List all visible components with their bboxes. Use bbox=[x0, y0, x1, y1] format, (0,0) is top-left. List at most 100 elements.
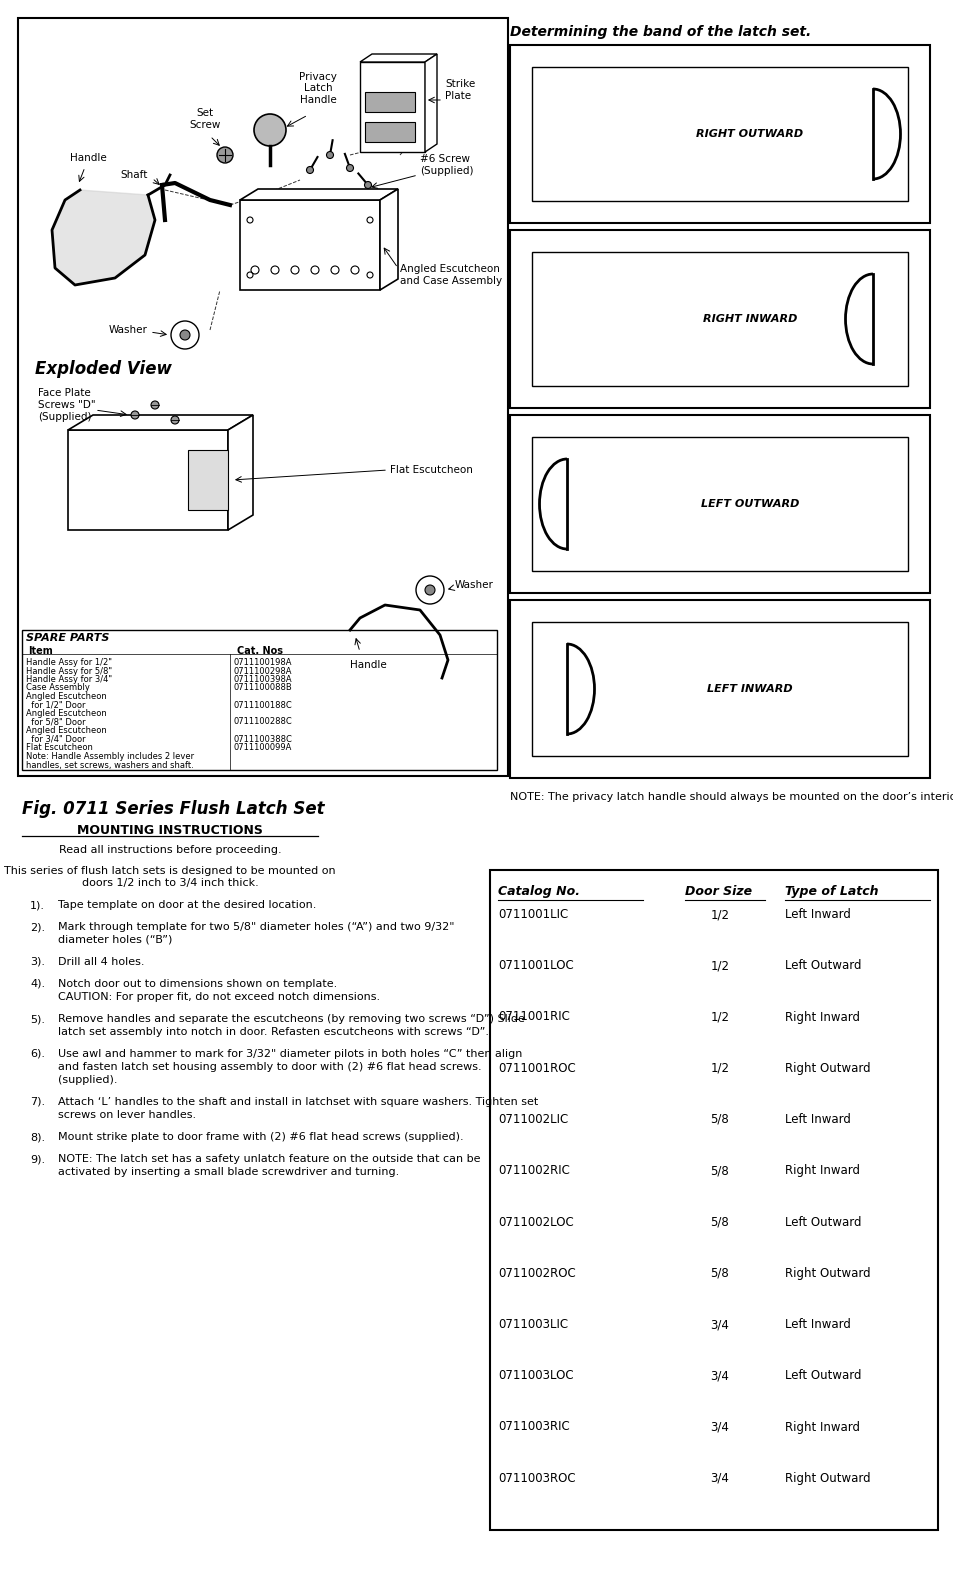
Text: Case Assembly: Case Assembly bbox=[26, 684, 90, 693]
Bar bbox=[510, 230, 929, 409]
Text: RIGHT OUTWARD: RIGHT OUTWARD bbox=[696, 129, 802, 138]
Text: Right Inward: Right Inward bbox=[784, 1011, 859, 1023]
Circle shape bbox=[326, 151, 334, 159]
Circle shape bbox=[364, 181, 371, 189]
Bar bbox=[532, 252, 907, 387]
Text: NOTE: The latch set has a safety unlatch feature on the outside that can be: NOTE: The latch set has a safety unlatch… bbox=[58, 1154, 480, 1163]
Circle shape bbox=[131, 410, 139, 420]
Polygon shape bbox=[424, 53, 436, 152]
Text: CAUTION: For proper fit, do not exceed notch dimensions.: CAUTION: For proper fit, do not exceed n… bbox=[58, 992, 379, 1001]
Text: 8).: 8). bbox=[30, 1132, 45, 1141]
Text: 4).: 4). bbox=[30, 979, 45, 989]
Text: 0711003LIC: 0711003LIC bbox=[497, 1317, 568, 1331]
Text: Left Outward: Left Outward bbox=[784, 1369, 861, 1382]
Polygon shape bbox=[359, 61, 424, 152]
Text: Remove handles and separate the escutcheons (by removing two screws “D”) Slide: Remove handles and separate the escutche… bbox=[58, 1014, 524, 1023]
Text: Exploded View: Exploded View bbox=[35, 360, 172, 377]
Polygon shape bbox=[240, 200, 379, 289]
Text: Attach ‘L’ handles to the shaft and install in latchset with square washers. Tig: Attach ‘L’ handles to the shaft and inst… bbox=[58, 1097, 537, 1107]
Text: 0711002RIC: 0711002RIC bbox=[497, 1165, 569, 1177]
Text: 5/8: 5/8 bbox=[710, 1215, 729, 1228]
Text: Use awl and hammer to mark for 3/32" diameter pilots in both holes “C” then alig: Use awl and hammer to mark for 3/32" dia… bbox=[58, 1049, 522, 1060]
Polygon shape bbox=[188, 450, 228, 509]
Text: 5/8: 5/8 bbox=[710, 1113, 729, 1126]
Circle shape bbox=[171, 417, 179, 424]
Text: Angled Escutcheon: Angled Escutcheon bbox=[26, 726, 107, 736]
Text: 0711100388C: 0711100388C bbox=[233, 734, 293, 744]
Text: 0711003ROC: 0711003ROC bbox=[497, 1471, 575, 1484]
Text: Handle Assy for 3/4": Handle Assy for 3/4" bbox=[26, 674, 112, 684]
Text: 9).: 9). bbox=[30, 1154, 45, 1163]
Text: Right Outward: Right Outward bbox=[784, 1061, 870, 1075]
Bar bbox=[510, 601, 929, 778]
Text: LEFT OUTWARD: LEFT OUTWARD bbox=[700, 498, 799, 509]
Text: Washer: Washer bbox=[455, 580, 494, 590]
Text: Handle: Handle bbox=[349, 660, 386, 670]
Text: Mark through template for two 5/8" diameter holes (“A”) and two 9/32": Mark through template for two 5/8" diame… bbox=[58, 923, 454, 932]
Text: 0711002LOC: 0711002LOC bbox=[497, 1215, 573, 1228]
Text: Right Outward: Right Outward bbox=[784, 1471, 870, 1484]
Text: 5/8: 5/8 bbox=[710, 1165, 729, 1177]
Text: screws on lever handles.: screws on lever handles. bbox=[58, 1110, 196, 1119]
Text: Angled Escutcheon: Angled Escutcheon bbox=[26, 709, 107, 718]
Text: Right Inward: Right Inward bbox=[784, 1165, 859, 1177]
Text: 1/2: 1/2 bbox=[710, 909, 729, 921]
Text: Set
Screw: Set Screw bbox=[189, 108, 220, 130]
Text: 3).: 3). bbox=[30, 957, 45, 967]
Text: doors 1/2 inch to 3/4 inch thick.: doors 1/2 inch to 3/4 inch thick. bbox=[82, 879, 258, 888]
Text: 0711001LIC: 0711001LIC bbox=[497, 909, 568, 921]
Text: Determining the band of the latch set.: Determining the band of the latch set. bbox=[510, 25, 810, 39]
Text: Mount strike plate to door frame with (2) #6 flat head screws (supplied).: Mount strike plate to door frame with (2… bbox=[58, 1132, 463, 1141]
Bar bbox=[532, 68, 907, 201]
Text: 0711100088B: 0711100088B bbox=[233, 684, 293, 693]
Bar bbox=[532, 437, 907, 571]
Polygon shape bbox=[359, 53, 436, 61]
Polygon shape bbox=[68, 431, 228, 530]
Polygon shape bbox=[68, 415, 253, 431]
Text: Flat Escutcheon: Flat Escutcheon bbox=[390, 465, 473, 475]
Text: for 3/4" Door: for 3/4" Door bbox=[26, 734, 86, 744]
Bar bbox=[490, 869, 937, 1530]
Bar bbox=[365, 123, 415, 141]
Text: 3/4: 3/4 bbox=[710, 1317, 729, 1331]
Text: Drill all 4 holes.: Drill all 4 holes. bbox=[58, 957, 144, 967]
Bar bbox=[510, 46, 929, 223]
Text: handles, set screws, washers and shaft.: handles, set screws, washers and shaft. bbox=[26, 761, 193, 770]
Text: latch set assembly into notch in door. Refasten escutcheons with screws “D”.: latch set assembly into notch in door. R… bbox=[58, 1027, 489, 1038]
Text: Door Size: Door Size bbox=[684, 885, 751, 898]
Circle shape bbox=[180, 330, 190, 340]
Bar bbox=[18, 17, 507, 777]
Text: Left Inward: Left Inward bbox=[784, 909, 850, 921]
Text: Handle Assy for 5/8": Handle Assy for 5/8" bbox=[26, 667, 112, 676]
Text: 5/8: 5/8 bbox=[710, 1267, 729, 1280]
Text: 3/4: 3/4 bbox=[710, 1421, 729, 1434]
Text: Left Inward: Left Inward bbox=[784, 1317, 850, 1331]
Text: LEFT INWARD: LEFT INWARD bbox=[706, 684, 792, 693]
Text: Left Outward: Left Outward bbox=[784, 959, 861, 971]
Bar bbox=[22, 630, 497, 770]
Text: 0711003LOC: 0711003LOC bbox=[497, 1369, 573, 1382]
Text: MOUNTING INSTRUCTIONS: MOUNTING INSTRUCTIONS bbox=[77, 824, 263, 836]
Circle shape bbox=[171, 321, 199, 349]
Text: 0711002ROC: 0711002ROC bbox=[497, 1267, 576, 1280]
Text: 0711100298A: 0711100298A bbox=[233, 667, 293, 676]
Circle shape bbox=[346, 165, 354, 171]
Polygon shape bbox=[52, 174, 170, 285]
Circle shape bbox=[416, 575, 443, 604]
Text: 7).: 7). bbox=[30, 1097, 45, 1107]
Text: RIGHT INWARD: RIGHT INWARD bbox=[702, 314, 797, 324]
Circle shape bbox=[151, 401, 159, 409]
Circle shape bbox=[216, 148, 233, 163]
Text: 1/2: 1/2 bbox=[710, 1061, 729, 1075]
Text: 0711100188C: 0711100188C bbox=[233, 701, 293, 709]
Text: Face Plate
Screws "D"
(Supplied): Face Plate Screws "D" (Supplied) bbox=[38, 388, 95, 421]
Text: Shaft: Shaft bbox=[120, 170, 148, 181]
Text: Type of Latch: Type of Latch bbox=[784, 885, 878, 898]
Text: 0711001RIC: 0711001RIC bbox=[497, 1011, 569, 1023]
Text: (supplied).: (supplied). bbox=[58, 1075, 117, 1085]
Text: for 5/8" Door: for 5/8" Door bbox=[26, 717, 86, 726]
Text: 2).: 2). bbox=[30, 923, 45, 932]
Circle shape bbox=[306, 167, 314, 173]
Text: This series of flush latch sets is designed to be mounted on: This series of flush latch sets is desig… bbox=[4, 866, 335, 876]
Text: Angled Escutcheon: Angled Escutcheon bbox=[26, 692, 107, 701]
